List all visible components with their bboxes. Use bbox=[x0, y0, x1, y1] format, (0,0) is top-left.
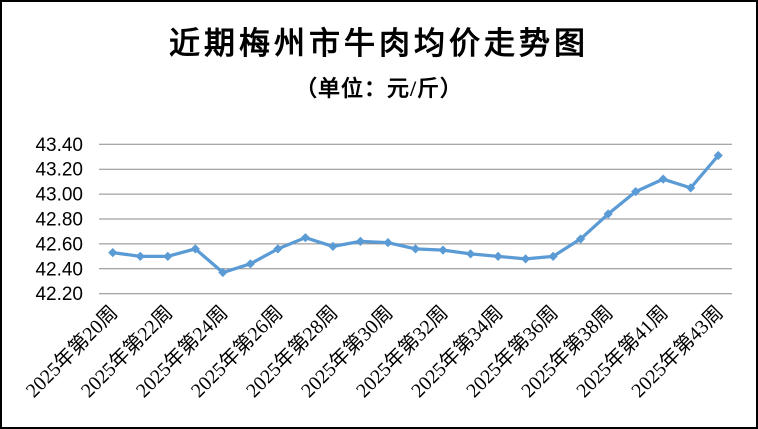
y-axis-tick-label: 42.40 bbox=[35, 259, 83, 280]
chart-subtitle: （单位：元/斤） bbox=[294, 76, 464, 101]
price-line bbox=[111, 153, 720, 275]
data-point-marker bbox=[245, 259, 255, 269]
data-point-marker bbox=[493, 251, 503, 261]
data-point-marker bbox=[135, 251, 145, 261]
data-point-marker bbox=[686, 183, 696, 193]
y-axis-tick-label: 42.20 bbox=[35, 284, 83, 305]
data-point-marker bbox=[383, 238, 393, 248]
data-point-marker bbox=[520, 254, 531, 264]
data-point-marker bbox=[328, 241, 338, 251]
y-axis-tick-label: 43.00 bbox=[35, 185, 83, 206]
data-point-marker bbox=[108, 248, 118, 258]
data-point-marker bbox=[631, 187, 641, 197]
data-point-marker bbox=[218, 267, 228, 278]
y-axis-tick-label: 43.20 bbox=[35, 160, 83, 181]
data-point-marker bbox=[603, 209, 613, 219]
data-point-marker bbox=[273, 244, 283, 254]
chart-title: 近期梅州市牛肉均价走势图 bbox=[169, 26, 589, 61]
data-point-marker bbox=[713, 150, 723, 161]
data-point-marker bbox=[410, 244, 421, 254]
data-point-marker bbox=[548, 251, 558, 261]
data-point-marker bbox=[190, 244, 200, 254]
data-point-marker bbox=[355, 236, 366, 247]
y-axis-tick-label: 42.80 bbox=[35, 210, 83, 231]
data-point-marker bbox=[300, 233, 311, 243]
data-point-marker bbox=[465, 249, 476, 259]
data-point-marker bbox=[658, 174, 668, 184]
y-axis-tick-label: 43.40 bbox=[35, 135, 83, 156]
data-point-marker bbox=[576, 234, 586, 244]
data-point-marker bbox=[438, 245, 448, 255]
data-point-marker bbox=[163, 251, 173, 261]
y-axis-tick-label: 42.60 bbox=[35, 234, 83, 255]
